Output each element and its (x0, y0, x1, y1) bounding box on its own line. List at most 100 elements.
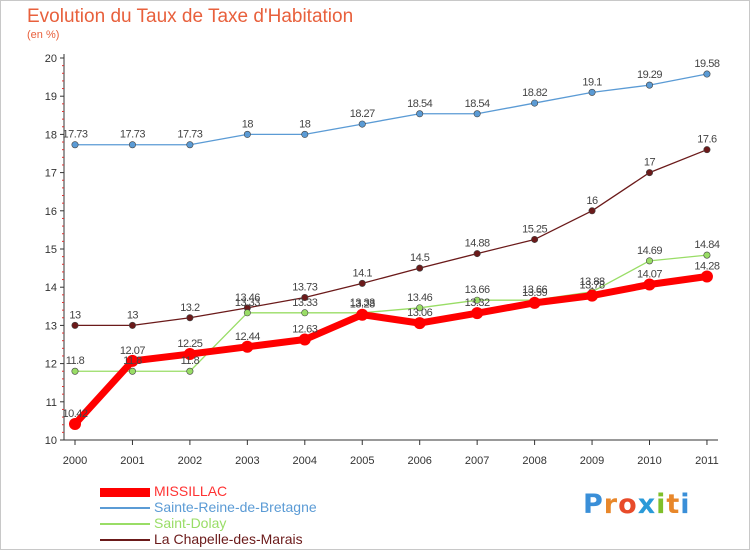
x-tick-label: 2008 (522, 455, 546, 467)
data-point (69, 417, 81, 430)
series-line (74, 73, 708, 146)
data-label: 14.5 (410, 252, 430, 264)
data-labels-missillac: 10.42 12.07 12.25 12.44 12.63 13.28 13.06 13.32… (62, 261, 720, 420)
x-tick-label: 2001 (120, 455, 144, 467)
data-point (645, 169, 653, 177)
data-point (71, 321, 79, 329)
x-tick-label: 2003 (235, 455, 259, 467)
data-label: 12.07 (120, 345, 145, 357)
data-point (703, 70, 711, 78)
series-line (71, 273, 711, 428)
data-label: 13.28 (350, 299, 375, 311)
data-label: 13.66 (522, 284, 547, 296)
data-label: 13.88 (580, 276, 605, 288)
y-tick-label: 14 (45, 282, 57, 294)
data-point (186, 367, 194, 375)
data-point (128, 321, 136, 329)
data-label: 18.54 (407, 98, 432, 110)
data-label: 13.32 (465, 297, 490, 309)
y-tick-label: 15 (45, 244, 57, 256)
data-label: 18.82 (522, 87, 547, 99)
data-point (416, 264, 424, 272)
x-tick-label: 2002 (178, 455, 202, 467)
x-tick-label: 2010 (637, 455, 661, 467)
data-label: 13.46 (235, 292, 260, 304)
data-label: 17.6 (697, 134, 717, 146)
data-point (358, 120, 366, 128)
data-point (473, 250, 481, 258)
x-tick-label: 2004 (293, 455, 317, 467)
data-label: 14.1 (353, 267, 373, 279)
data-label: 16 (586, 195, 598, 207)
y-tick-label: 12 (45, 359, 57, 371)
data-point (298, 333, 311, 346)
legend-swatch (100, 487, 150, 497)
data-label: 15.25 (522, 223, 547, 235)
data-label: 13 (69, 309, 81, 321)
data-label: 13.78 (580, 280, 605, 292)
data-point (243, 309, 251, 317)
series-line (74, 149, 708, 327)
data-point (186, 141, 194, 149)
x-tick-label: 2011 (695, 455, 719, 467)
data-label: 14.07 (637, 269, 662, 281)
chart-unit: (en %) (27, 29, 60, 41)
data-label: 13.73 (292, 282, 317, 294)
data-point (531, 99, 539, 107)
series-line (74, 254, 708, 372)
series-missillac (69, 270, 713, 430)
data-point (301, 294, 309, 302)
data-label: 19.1 (582, 76, 602, 88)
series-sainte-reine-de-bretagne (71, 70, 711, 149)
data-label: 13.33 (350, 297, 375, 309)
x-tick-label: 2009 (580, 455, 604, 467)
data-point (645, 257, 653, 265)
data-point (128, 367, 136, 375)
legend-swatch (100, 523, 150, 525)
y-tick-label: 16 (45, 206, 57, 218)
data-point (643, 278, 656, 291)
data-point (528, 296, 541, 309)
data-label: 12.25 (177, 338, 202, 350)
data-point (588, 207, 596, 215)
data-point (71, 367, 79, 375)
data-point (416, 304, 424, 312)
data-point (301, 130, 309, 138)
data-label: 18 (299, 118, 311, 130)
data-point (183, 348, 196, 361)
data-point (71, 141, 79, 149)
data-label: 13.33 (292, 297, 317, 309)
data-label: 14.69 (637, 245, 662, 257)
y-tick-label: 17 (45, 168, 57, 180)
data-label: 12.44 (235, 331, 260, 343)
data-point (700, 270, 713, 283)
data-point (531, 235, 539, 243)
x-tick-label: 2006 (407, 455, 431, 467)
data-point (301, 309, 309, 317)
legend-label: Sainte-Reine-de-Bretagne (154, 499, 317, 515)
data-point (588, 88, 596, 96)
x-tick-label: 2000 (63, 455, 87, 467)
data-label: 14.84 (694, 239, 719, 251)
legend-label: La Chapelle-des-Marais (154, 531, 303, 547)
x-tick-label: 2007 (465, 455, 489, 467)
data-label: 11.8 (66, 355, 85, 367)
legend-label: MISSILLAC (154, 483, 228, 499)
legend-item: Saint-Dolay (100, 515, 400, 532)
logo-letter: x (637, 489, 657, 520)
data-label: 13.66 (465, 284, 490, 296)
data-label: 13.33 (235, 297, 260, 309)
y-tick-label: 11 (46, 397, 57, 409)
data-point (703, 146, 711, 154)
data-label: 19.58 (694, 58, 719, 70)
data-point (413, 317, 426, 330)
logo-letter: r (603, 489, 619, 520)
logo-letter: P (583, 489, 604, 520)
data-label: 13 (127, 309, 139, 321)
data-point (243, 130, 251, 138)
data-label: 17.73 (177, 129, 202, 141)
y-tick-label: 19 (45, 91, 57, 103)
legend-swatch (100, 507, 150, 509)
data-point (416, 110, 424, 118)
